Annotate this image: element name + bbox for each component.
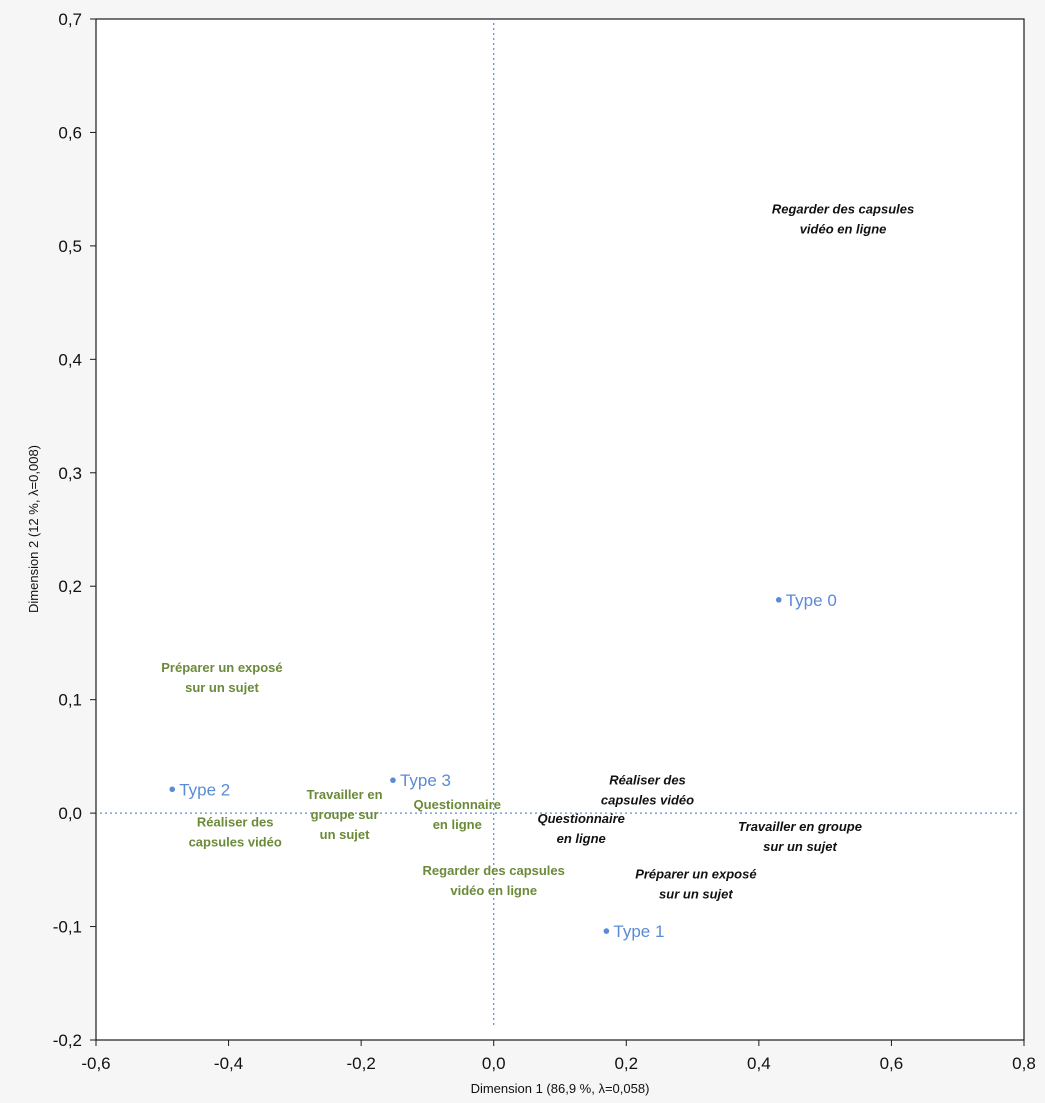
green-variable-label: Regarder des capsules vidéo en ligne [423,863,565,898]
y-tick-label: 0,6 [58,123,82,142]
type-point-marker [603,928,610,934]
y-tick-label: 0,5 [58,237,82,256]
data-points: Type 0 Type 1 Type 2 Type 3 [169,591,837,941]
black-variable-label: Travailler en groupe sur un sujet [738,819,862,854]
black-variable-label: Préparer un exposé sur un sujet [635,866,756,901]
x-tick-label: -0,2 [346,1054,375,1073]
black-variable-label: Questionnaire en ligne [538,811,625,846]
axis-ticks: -0,6 -0,4 -0,2 0,0 0,2 0,4 0,6 0,8 0,7 0,6 0,5 0,4 0… [53,10,1036,1073]
type-point-marker [390,777,396,784]
x-tick-label: 0,8 [1012,1054,1036,1073]
x-tick-label: -0,4 [214,1054,243,1073]
x-tick-label: 0,6 [880,1054,904,1073]
plot-area [96,19,1024,1040]
green-variable-label: Préparer un exposé sur un sujet [161,660,282,695]
y-tick-label: 0,3 [58,464,82,483]
green-variable-label: Questionnaire en ligne [414,797,501,832]
y-tick-label: 0,0 [58,804,82,823]
y-tick-label: 0,4 [58,350,82,369]
green-variable-label: Travailler en groupe sur un sujet [307,787,383,842]
y-axis-title: Dimension 2 (12 %, λ=0,008) [26,445,41,613]
type-point-label: Type 1 [613,922,664,941]
y-tick-label: 0,7 [58,10,82,29]
x-tick-label: 0,0 [482,1054,506,1073]
x-tick-label: 0,4 [747,1054,771,1073]
type-point-label: Type 2 [179,780,230,799]
plot-frame [95,18,1025,1041]
x-tick-label: -0,6 [81,1054,110,1073]
y-tick-label: 0,1 [58,691,82,710]
reference-lines [100,23,1020,1028]
x-axis-title: Dimension 1 (86,9 %, λ=0,058) [471,1081,650,1096]
black-variable-label: Regarder des capsules vidéo en ligne [772,202,914,237]
x-tick-label: 0,2 [614,1054,638,1073]
type-point-marker [169,786,176,793]
y-tick-label: 0,2 [58,577,82,596]
type-point-label: Type 0 [786,591,837,610]
variable-labels: Préparer un exposé sur un sujet Réaliser d… [161,202,914,902]
black-variable-label: Réaliser des capsules vidéo [601,772,694,807]
type-point-label: Type 3 [400,771,451,790]
type-point-marker [775,597,782,603]
green-variable-label: Réaliser des capsules vidéo [189,814,282,849]
y-tick-label: -0,1 [53,918,82,937]
y-tick-label: -0,2 [53,1031,82,1050]
